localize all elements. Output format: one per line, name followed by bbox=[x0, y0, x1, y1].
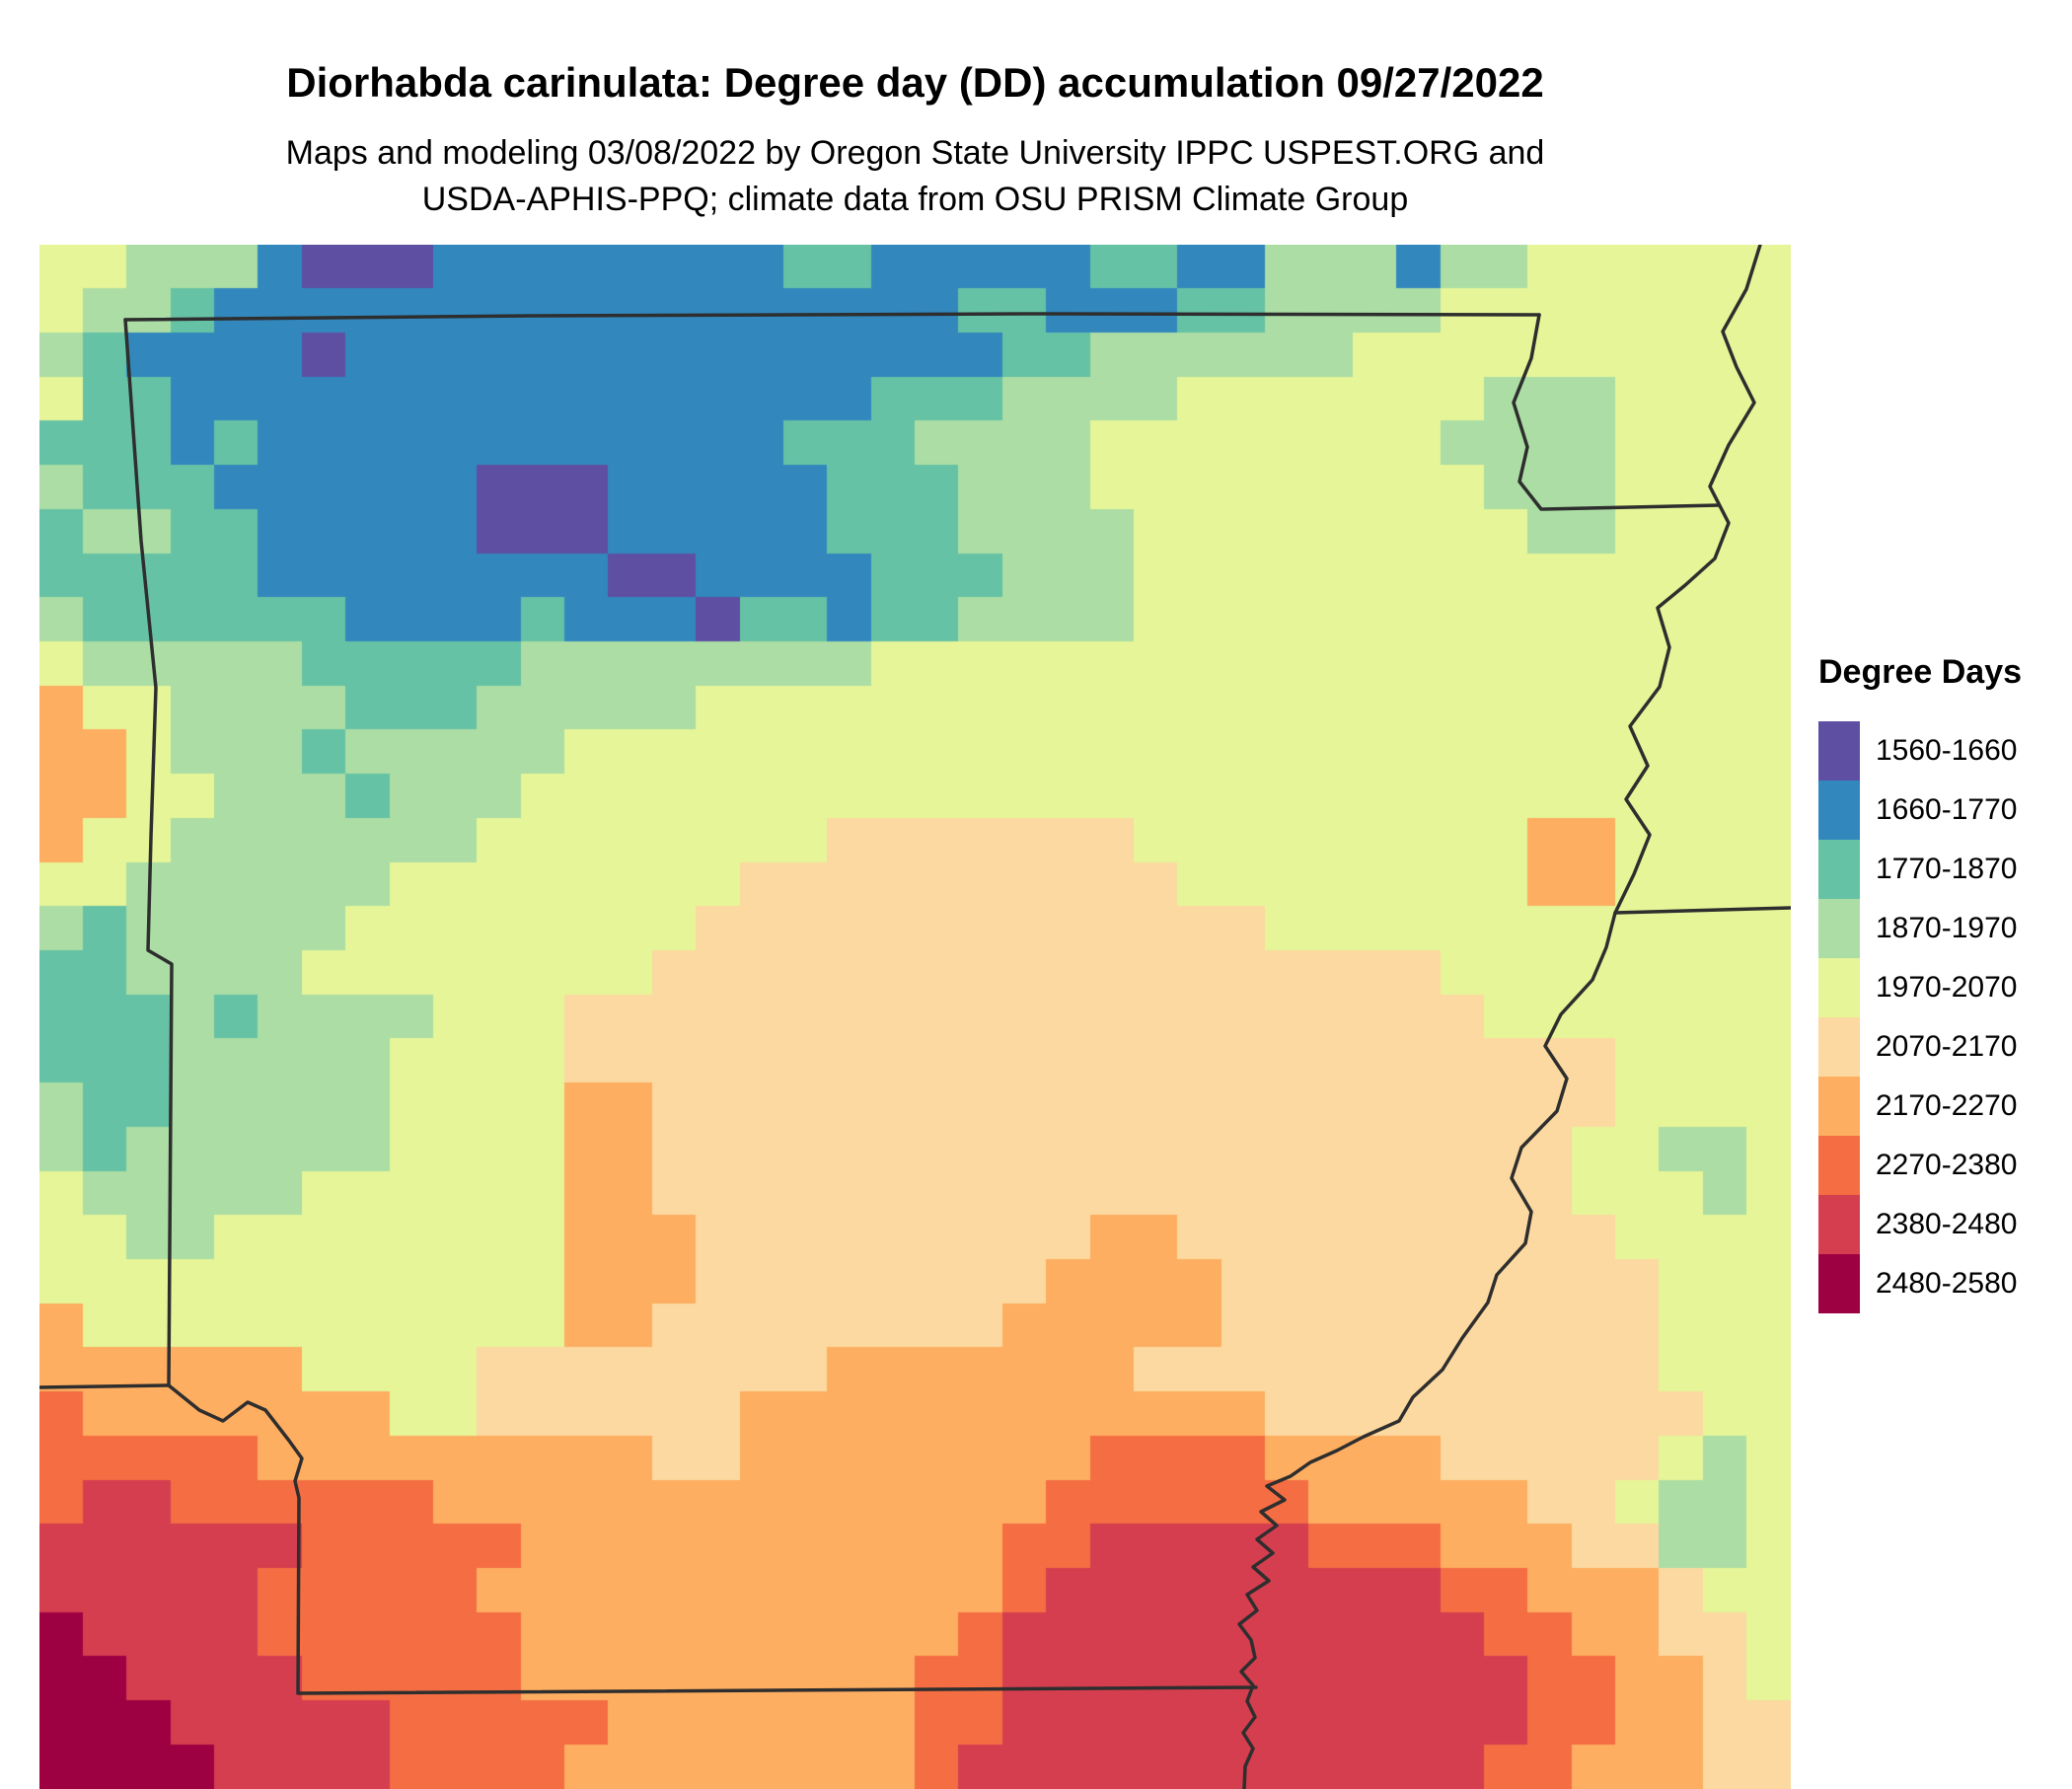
legend-color-swatch bbox=[1818, 958, 1860, 1017]
legend-color-swatch bbox=[1818, 899, 1860, 958]
state-border-tennessee-mississippi bbox=[1613, 906, 1791, 915]
legend-label: 2070-2170 bbox=[1876, 1030, 2018, 1063]
mississippi-river-border bbox=[1237, 245, 1762, 1789]
legend-label: 2170-2270 bbox=[1876, 1089, 2018, 1122]
legend-color-swatch bbox=[1818, 781, 1860, 840]
legend-label: 1870-1970 bbox=[1876, 912, 2018, 944]
state-border-missouri-bootheel bbox=[1512, 313, 1721, 511]
subtitle-line-2: USDA-APHIS-PPQ; climate data from OSU PR… bbox=[421, 181, 1409, 218]
legend-item: 1970-2070 bbox=[1818, 958, 2065, 1017]
legend-color-swatch bbox=[1818, 721, 1860, 781]
legend-item: 1770-1870 bbox=[1818, 840, 2065, 899]
legend-label: 1660-1770 bbox=[1876, 793, 2018, 826]
legend-items: 1560-1660 1660-1770 1770-1870 1870-1970 1970… bbox=[1818, 721, 2065, 1313]
legend-color-swatch bbox=[1818, 1017, 1860, 1077]
state-border-texas-louisiana bbox=[39, 1383, 1258, 1695]
degree-day-raster bbox=[39, 245, 1791, 1789]
legend-label: 2480-2580 bbox=[1876, 1267, 2018, 1300]
legend-item: 1660-1770 bbox=[1818, 781, 2065, 840]
legend-color-swatch bbox=[1818, 1136, 1860, 1195]
state-border-oklahoma bbox=[123, 318, 174, 1387]
legend-item: 1870-1970 bbox=[1818, 899, 2065, 958]
legend-label: 2270-2380 bbox=[1876, 1149, 2018, 1181]
legend-label: 1770-1870 bbox=[1876, 853, 2018, 885]
legend-color-swatch bbox=[1818, 1254, 1860, 1313]
legend-color-swatch bbox=[1818, 1195, 1860, 1254]
legend: Degree Days 1560-1660 1660-1770 1770-1870 1… bbox=[1818, 653, 2065, 1313]
legend-label: 2380-2480 bbox=[1876, 1208, 2018, 1240]
legend-color-swatch bbox=[1818, 1077, 1860, 1136]
legend-item: 2380-2480 bbox=[1818, 1195, 2065, 1254]
legend-item: 2070-2170 bbox=[1818, 1017, 2065, 1077]
legend-item: 1560-1660 bbox=[1818, 721, 2065, 781]
legend-title: Degree Days bbox=[1818, 653, 2023, 691]
subtitle-line-1: Maps and modeling 03/08/2022 by Oregon S… bbox=[285, 134, 1545, 172]
legend-item: 2480-2580 bbox=[1818, 1254, 2065, 1313]
state-boundaries bbox=[39, 245, 1791, 1789]
page-subtitle: Maps and modeling 03/08/2022 by Oregon S… bbox=[39, 130, 1791, 223]
legend-item: 2170-2270 bbox=[1818, 1077, 2065, 1136]
legend-color-swatch bbox=[1818, 840, 1860, 899]
legend-label: 1560-1660 bbox=[1876, 734, 2018, 767]
map bbox=[39, 245, 1791, 1789]
legend-label: 1970-2070 bbox=[1876, 971, 2018, 1004]
page-title: Diorhabda carinulata: Degree day (DD) ac… bbox=[286, 59, 1544, 106]
state-border-missouri bbox=[123, 312, 1541, 322]
legend-item: 2270-2380 bbox=[1818, 1136, 2065, 1195]
